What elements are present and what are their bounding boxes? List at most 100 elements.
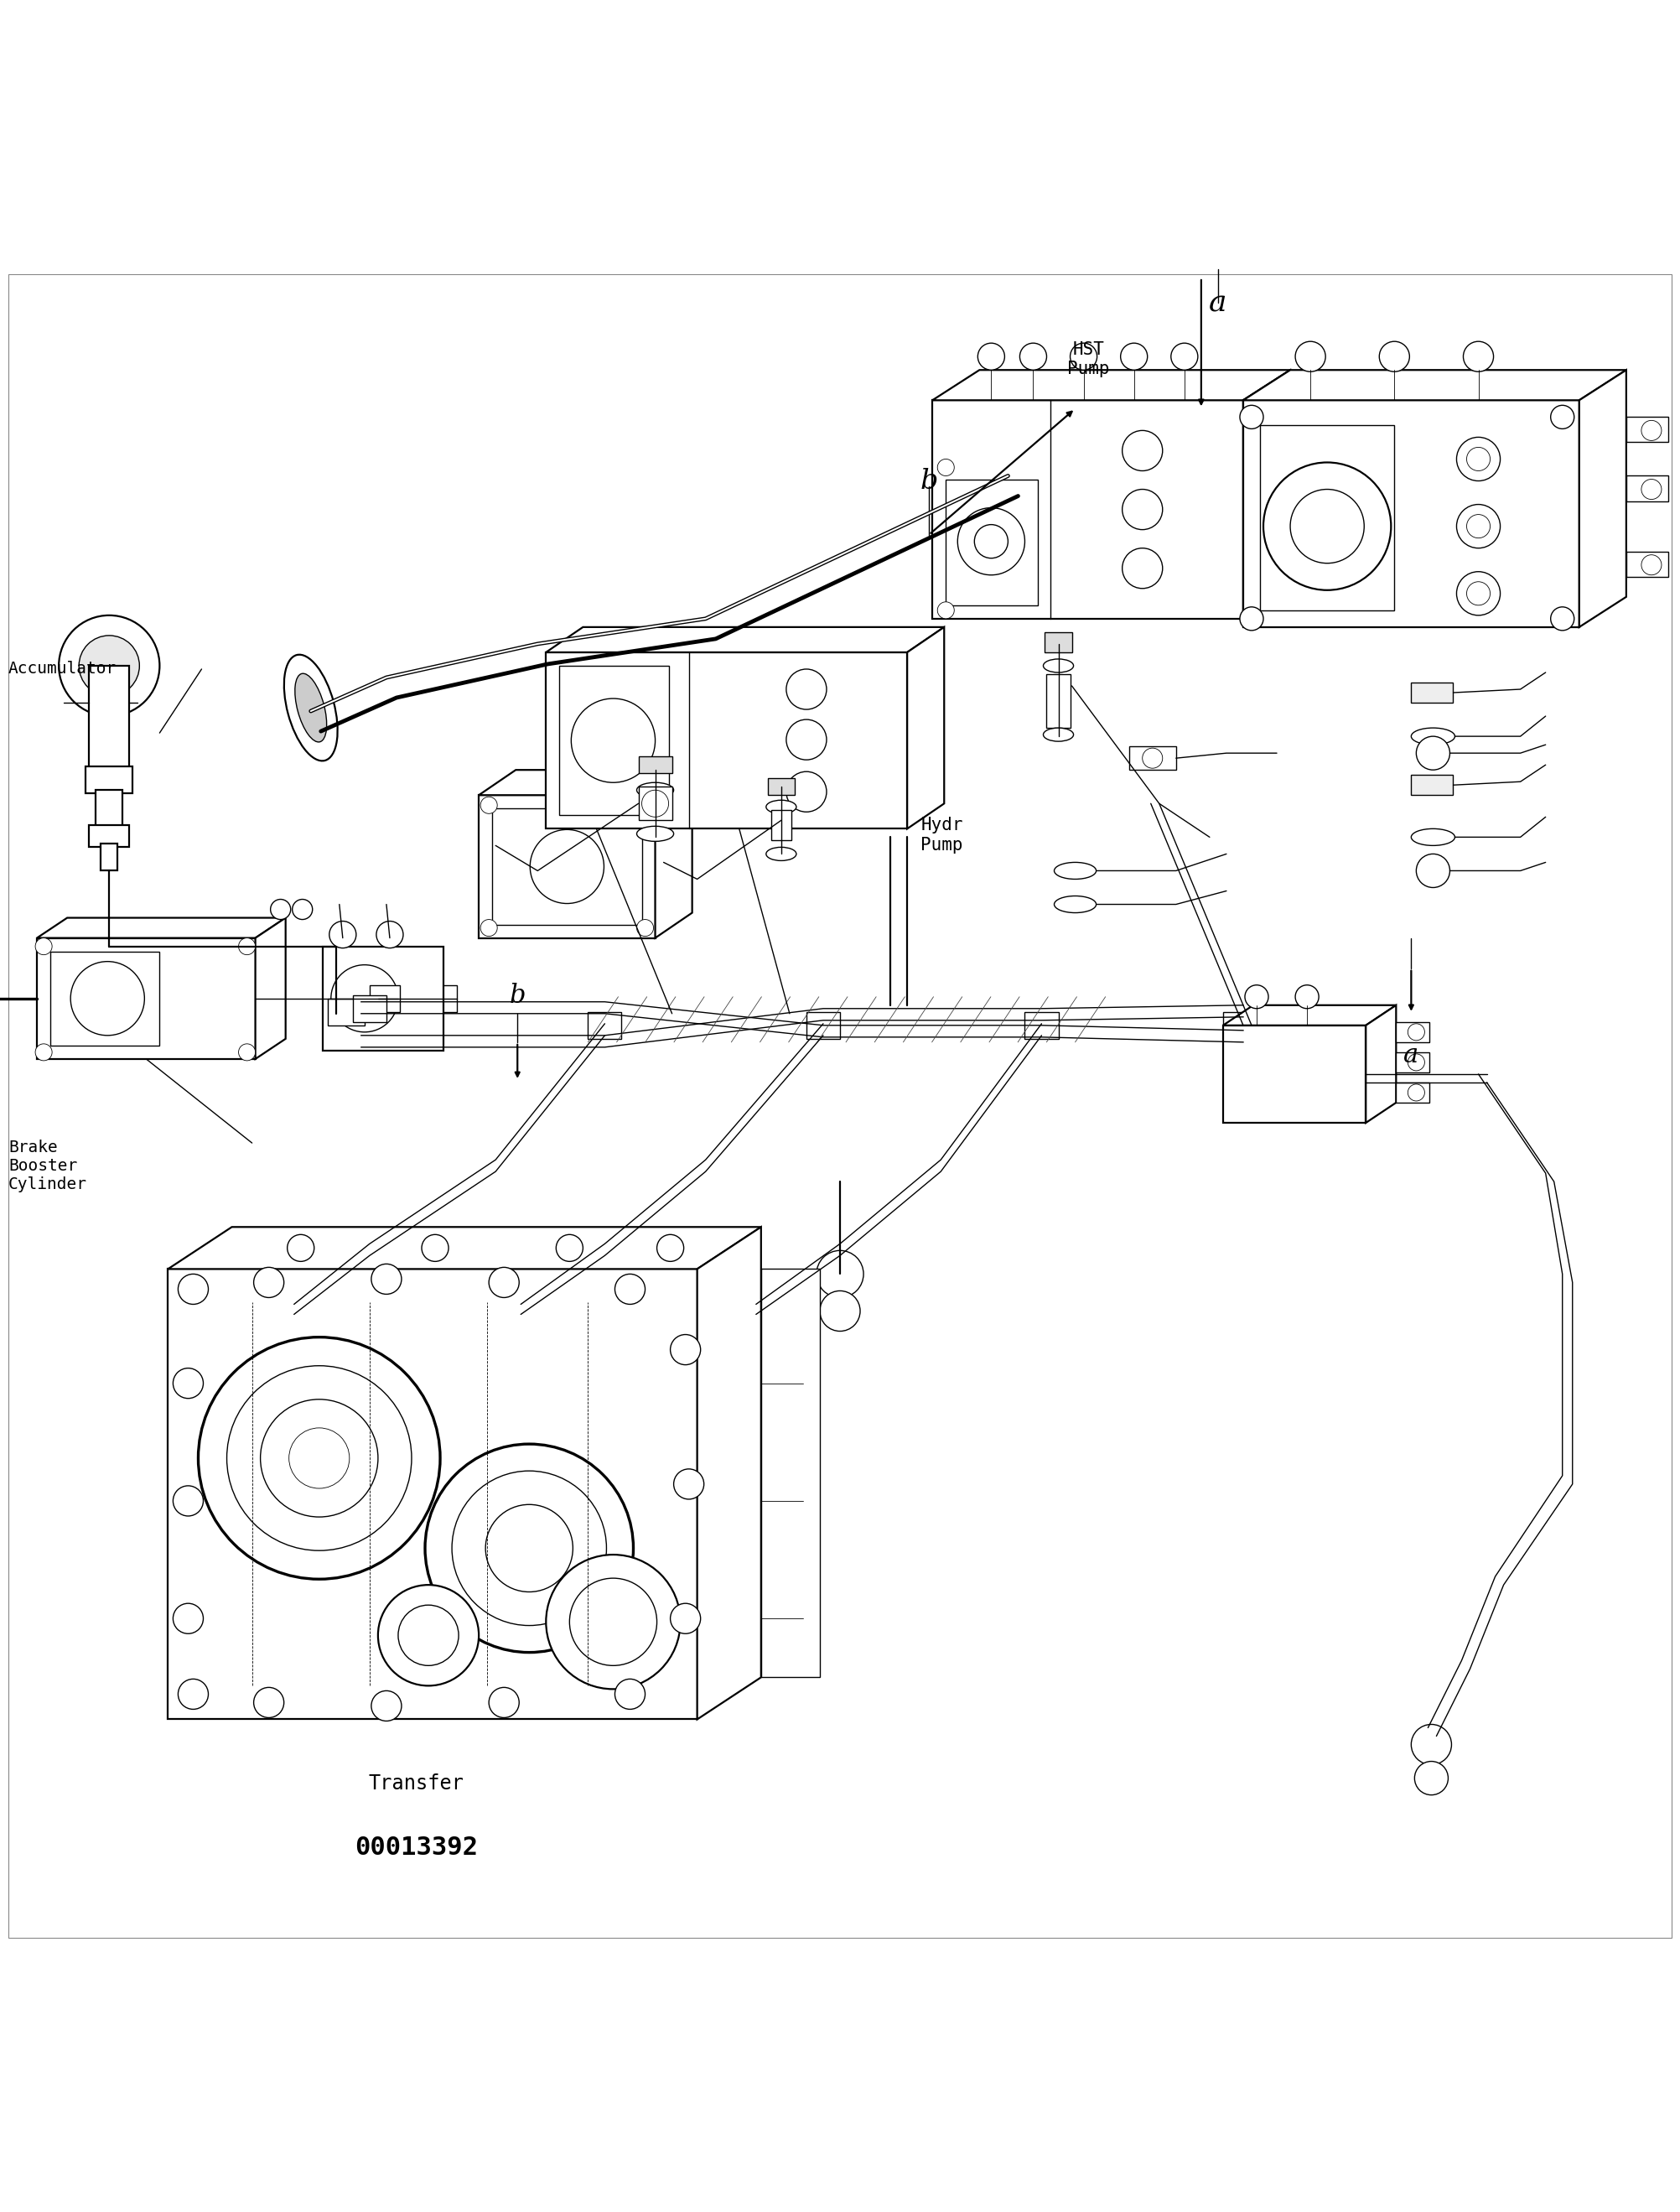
Bar bbox=[353, 995, 386, 1022]
Bar bbox=[1129, 745, 1176, 770]
Ellipse shape bbox=[296, 672, 326, 741]
Circle shape bbox=[1457, 571, 1500, 615]
Circle shape bbox=[289, 1429, 349, 1489]
Bar bbox=[1047, 675, 1070, 728]
Circle shape bbox=[1122, 431, 1163, 471]
Circle shape bbox=[173, 1604, 203, 1635]
Text: b: b bbox=[921, 467, 937, 493]
Ellipse shape bbox=[637, 783, 674, 799]
Circle shape bbox=[1551, 405, 1574, 429]
Circle shape bbox=[674, 1469, 704, 1500]
Polygon shape bbox=[1579, 369, 1626, 626]
Circle shape bbox=[1551, 606, 1574, 630]
Bar bbox=[1411, 684, 1453, 703]
Bar bbox=[479, 794, 655, 938]
Circle shape bbox=[1290, 489, 1364, 564]
Circle shape bbox=[937, 602, 954, 619]
Bar bbox=[932, 400, 1243, 619]
Circle shape bbox=[1240, 405, 1263, 429]
Bar bbox=[370, 984, 400, 1011]
Circle shape bbox=[1467, 515, 1490, 538]
Bar bbox=[50, 951, 160, 1046]
Circle shape bbox=[376, 920, 403, 949]
Text: Accumulator: Accumulator bbox=[8, 661, 116, 677]
Circle shape bbox=[1295, 984, 1319, 1009]
Circle shape bbox=[59, 615, 160, 717]
Circle shape bbox=[1457, 438, 1500, 480]
Bar bbox=[761, 1270, 820, 1677]
Bar bbox=[1025, 1011, 1058, 1040]
Circle shape bbox=[978, 343, 1005, 369]
Circle shape bbox=[371, 1263, 402, 1294]
Circle shape bbox=[546, 1555, 680, 1690]
Circle shape bbox=[556, 1234, 583, 1261]
Bar bbox=[1626, 551, 1668, 577]
Circle shape bbox=[254, 1267, 284, 1298]
Circle shape bbox=[1020, 343, 1047, 369]
Bar bbox=[768, 779, 795, 794]
Ellipse shape bbox=[1055, 896, 1095, 914]
Circle shape bbox=[1245, 984, 1268, 1009]
Circle shape bbox=[642, 790, 669, 816]
Circle shape bbox=[958, 509, 1025, 575]
Bar bbox=[101, 843, 118, 872]
Circle shape bbox=[1416, 854, 1450, 887]
Circle shape bbox=[35, 938, 52, 956]
Ellipse shape bbox=[1411, 830, 1455, 845]
Circle shape bbox=[254, 1688, 284, 1719]
Circle shape bbox=[1415, 1761, 1448, 1794]
Polygon shape bbox=[1243, 369, 1626, 400]
Circle shape bbox=[452, 1471, 606, 1626]
Circle shape bbox=[1463, 341, 1494, 372]
Bar bbox=[1626, 418, 1668, 442]
Circle shape bbox=[1171, 343, 1198, 369]
Circle shape bbox=[371, 1690, 402, 1721]
Circle shape bbox=[480, 920, 497, 936]
Circle shape bbox=[1416, 737, 1450, 770]
Circle shape bbox=[1411, 1725, 1452, 1765]
Bar bbox=[86, 768, 133, 794]
Circle shape bbox=[1379, 341, 1410, 372]
Bar bbox=[1223, 1026, 1366, 1124]
Polygon shape bbox=[1223, 1004, 1396, 1026]
Bar bbox=[1045, 633, 1072, 653]
Ellipse shape bbox=[1411, 728, 1455, 745]
Circle shape bbox=[1297, 480, 1324, 509]
Circle shape bbox=[816, 1250, 864, 1298]
Circle shape bbox=[786, 668, 827, 710]
Circle shape bbox=[422, 1234, 449, 1261]
Circle shape bbox=[329, 920, 356, 949]
Polygon shape bbox=[907, 626, 944, 830]
Bar bbox=[946, 480, 1038, 606]
Circle shape bbox=[570, 1577, 657, 1666]
Circle shape bbox=[331, 964, 398, 1033]
Bar bbox=[96, 790, 123, 830]
Ellipse shape bbox=[766, 801, 796, 814]
Circle shape bbox=[529, 830, 605, 902]
Bar bbox=[89, 825, 129, 847]
Circle shape bbox=[1641, 480, 1662, 500]
Circle shape bbox=[398, 1606, 459, 1666]
Bar bbox=[1626, 476, 1668, 502]
Circle shape bbox=[1467, 582, 1490, 606]
Circle shape bbox=[1408, 1024, 1425, 1040]
Circle shape bbox=[178, 1679, 208, 1710]
Circle shape bbox=[1240, 606, 1263, 630]
Bar bbox=[323, 947, 444, 1051]
Polygon shape bbox=[697, 1228, 761, 1719]
Circle shape bbox=[1641, 555, 1662, 575]
Circle shape bbox=[1263, 462, 1391, 591]
Circle shape bbox=[1641, 420, 1662, 440]
Bar bbox=[1260, 425, 1394, 611]
Polygon shape bbox=[255, 918, 286, 1060]
Circle shape bbox=[786, 772, 827, 812]
Bar bbox=[328, 998, 365, 1026]
Ellipse shape bbox=[766, 847, 796, 860]
Bar bbox=[1223, 1011, 1257, 1040]
Circle shape bbox=[670, 1334, 701, 1365]
Polygon shape bbox=[1366, 1004, 1396, 1124]
Circle shape bbox=[425, 1444, 633, 1652]
Circle shape bbox=[1121, 343, 1147, 369]
Circle shape bbox=[71, 962, 144, 1035]
Ellipse shape bbox=[284, 655, 338, 761]
